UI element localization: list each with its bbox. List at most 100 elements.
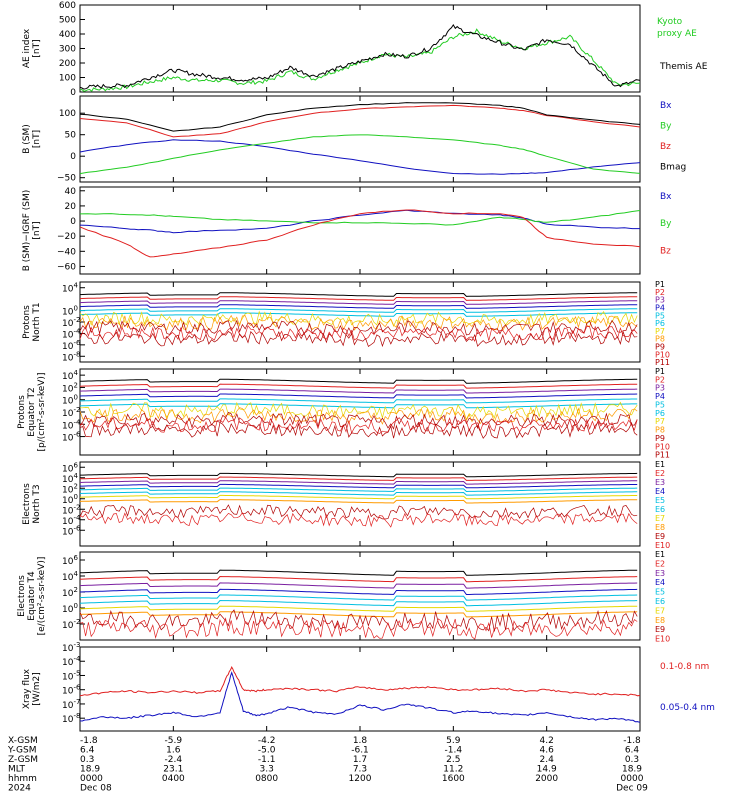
legend-label: By [660,121,672,131]
footer-value: -1.4 [445,746,463,756]
footer-value: 7.3 [353,765,367,775]
y-tick-exponent: 4 [73,570,78,578]
footer-value: 18.9 [622,765,642,775]
y-tick-exponent: -2 [73,503,80,511]
legend-label: Themis AE [659,62,708,72]
channel-label: P8 [655,335,665,344]
y-axis-title: North T1 [32,302,42,341]
y-tick-exponent: 0 [73,602,77,610]
y-tick-label: 104 [62,570,78,583]
channel-label: P9 [655,343,665,352]
channel-label: P10 [655,442,670,451]
footer-value: -1.1 [258,755,276,765]
channel-line-p1 [79,292,638,297]
y-tick-label: 200 [59,59,76,69]
y-tick-exponent: -6 [73,524,81,532]
footer-value: 1.6 [166,746,181,756]
panel-pe [79,368,641,456]
panel-pn [79,281,641,363]
footer-value: 0800 [255,774,278,784]
channel-line-p3 [79,388,638,394]
y-tick-label: 104 [62,282,78,295]
y-tick-exponent: 4 [73,282,78,290]
legend-label: 0.05-0.4 nm [660,703,715,713]
y-tick-label: 104 [62,369,78,382]
y-tick-label: 40 [65,187,77,197]
y-tick-exponent: -6 [73,339,81,347]
channel-line-e8 [79,499,638,504]
channel-line-p5 [79,308,638,313]
channel-line-e7 [79,494,638,500]
series-line-bx [79,139,641,175]
footer-value: 0.3 [80,755,94,765]
footer-row-label: Y-GSM [7,746,36,756]
panel-en [79,461,641,547]
y-tick-label: 0 [70,152,76,162]
footer-value: 3.3 [260,765,274,775]
channel-label: E10 [655,635,670,644]
footer-value: 18.9 [80,765,100,775]
y-axis-title: Equator T2 [27,387,37,436]
y-tick-label: −20 [57,232,76,242]
panel-ee [79,551,641,641]
footer-value: -2.4 [165,755,183,765]
channel-label: E7 [655,514,665,523]
footer-value: 1.8 [353,736,368,746]
channel-line-e10 [79,617,638,640]
channel-line-p8 [79,314,638,332]
channel-line-p10 [79,416,638,435]
legend-label: 0.1-0.8 nm [660,662,709,672]
footer-row-label: MLT [8,765,26,775]
y-tick-label: −60 [57,262,76,272]
footer-value: 0400 [162,774,185,784]
y-axis-title: Electrons [22,483,32,525]
channel-label: P3 [655,296,665,305]
y-tick-exponent: -2 [73,618,80,626]
y-axis-title: [nT] [32,39,42,57]
legend-label: By [660,219,672,229]
y-tick-label: 102 [62,586,78,599]
y-tick-label: 10-7 [62,698,80,711]
y-axis-title: [nT] [32,130,42,148]
channel-label: P4 [655,392,665,401]
y-axis-title: Xray flux [22,668,32,709]
footer-value: -5.9 [165,736,183,746]
footer-value: 2.4 [540,755,555,765]
y-tick-exponent: -6 [73,431,81,439]
series-line-0-05-0-4-nm [79,671,641,723]
y-tick-label: 500 [59,16,76,26]
channel-line-e2 [79,575,638,583]
channel-line-p3 [79,300,638,305]
footer-value: Dec 08 [80,784,112,794]
footer-value: 0000 [621,774,644,784]
footer-value: 11.2 [443,765,463,775]
series-line-by [79,134,641,175]
channel-label: P6 [655,319,665,328]
channel-label: E9 [655,532,665,541]
footer-row-label: Z-GSM [8,755,38,765]
y-tick-exponent: 2 [73,381,77,389]
y-tick-label: 106 [62,554,78,567]
channel-line-p9 [79,319,638,336]
y-tick-label: 10-6 [62,684,81,697]
series-line-themis-ae [79,23,641,90]
footer-value: -1.8 [623,736,641,746]
channel-label: P9 [655,434,665,443]
series-line-bmag [79,102,641,132]
channel-line-e8 [79,611,638,618]
channel-label: P10 [655,350,670,359]
legend-label: Bx [660,101,672,111]
channel-label: P7 [655,417,665,426]
y-tick-exponent: 2 [73,586,77,594]
y-tick-label: 20 [65,202,77,212]
channel-line-e9 [79,504,638,520]
channel-line-p7 [79,310,638,327]
footer-row-label: 2024 [8,784,31,794]
panel-frame [79,186,641,275]
channel-label: E4 [655,487,665,496]
footer-value: 0.3 [625,755,639,765]
footer-value: 4.6 [540,746,555,756]
y-tick-exponent: 4 [73,369,78,377]
legend-label: proxy AE [657,29,697,39]
channel-label: E3 [655,569,665,578]
